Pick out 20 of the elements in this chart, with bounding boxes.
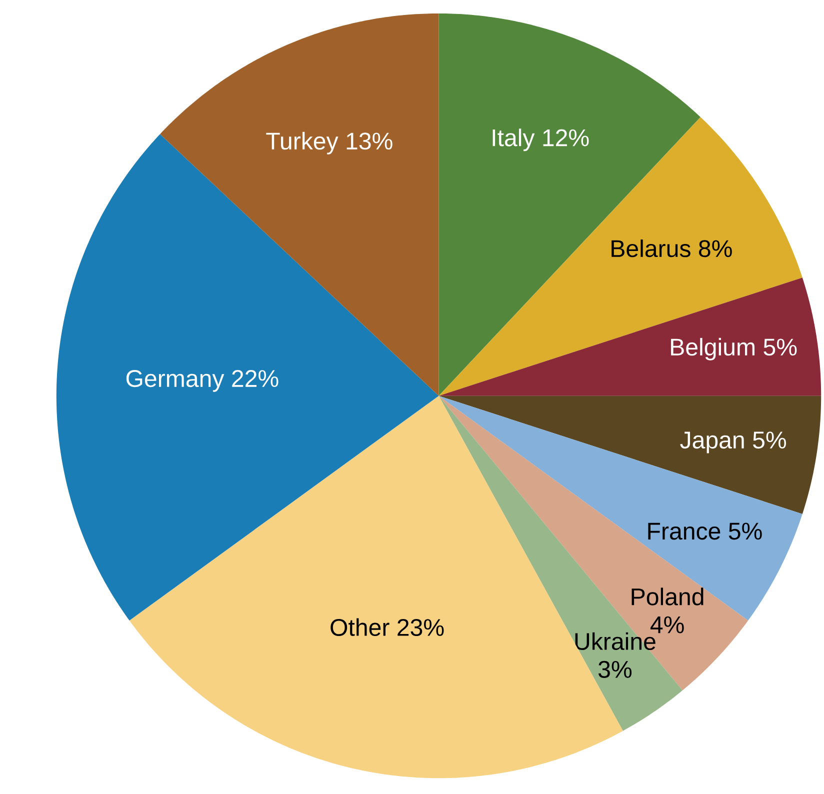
slice-label: Germany: [126, 370, 224, 392]
data-label: 13%: [346, 132, 392, 150]
data-label: 5%: [764, 338, 797, 356]
slice-label: Ukraine: [575, 632, 656, 650]
data-label: 4%: [650, 616, 684, 634]
data-label: 23%: [398, 619, 444, 636]
data-label: 3%: [598, 661, 632, 678]
slice-label: Belgium: [671, 338, 754, 361]
slice-label: Turkey: [266, 132, 338, 155]
data-label: 22%: [232, 370, 278, 388]
data-label: 5%: [753, 432, 786, 449]
data-label: 5%: [728, 522, 762, 540]
slice-label: Belarus: [612, 240, 690, 258]
slice-label: Japan: [680, 432, 744, 454]
slice-label: Other: [330, 618, 390, 636]
slice-label: Italy: [492, 128, 535, 152]
data-label: 12%: [543, 129, 589, 146]
slice-label: France: [648, 523, 720, 540]
data-label: 8%: [699, 240, 732, 258]
slice-label: Poland: [632, 588, 704, 606]
